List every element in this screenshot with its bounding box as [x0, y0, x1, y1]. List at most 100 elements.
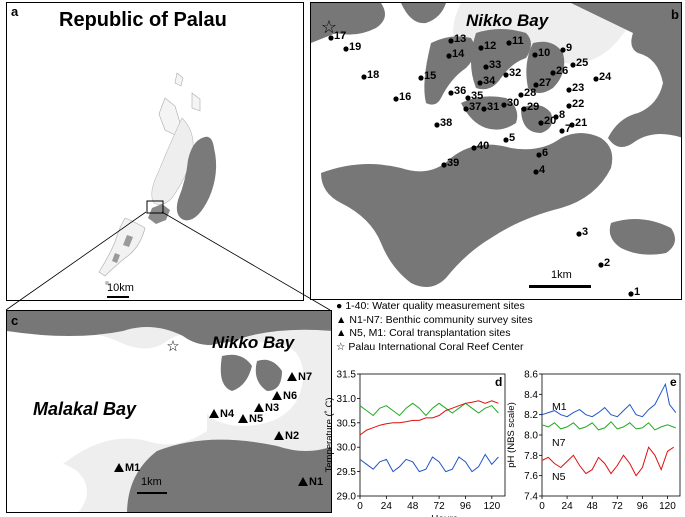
site-dot-34 — [477, 80, 483, 86]
site-label-14: 14 — [452, 48, 465, 60]
site-label-22: 22 — [572, 98, 585, 110]
site-label-30: 30 — [507, 97, 520, 109]
site-label-29: 29 — [527, 101, 540, 113]
site-label-N2: N2 — [285, 430, 300, 442]
site-triangle-N7 — [287, 372, 297, 381]
picrc-star-icon: ☆ — [321, 17, 337, 37]
land-ne — [571, 3, 681, 147]
land-se — [609, 219, 675, 255]
panel-label-d: d — [495, 375, 502, 389]
site-dot-6 — [536, 152, 542, 158]
site-dot-13 — [448, 38, 454, 44]
series-label-N7: N7 — [552, 437, 566, 449]
site-label-28: 28 — [524, 87, 537, 99]
site-label-N4: N4 — [220, 408, 235, 420]
site-dot-28 — [518, 92, 524, 98]
inset-box — [146, 200, 164, 214]
island-1 — [424, 36, 475, 105]
xtick-label-d: 0 — [357, 501, 363, 512]
xtick-label-e: 48 — [587, 501, 599, 512]
ph-chart: 7.4 7.6 7.8 8.0 8.2 8.4 8.6 0 24 48 72 96 120 e pH (NB… — [506, 370, 681, 512]
xtick-label-e: 120 — [659, 501, 676, 512]
site-label-N5: N5 — [249, 413, 264, 425]
xtick-label-d: 72 — [434, 501, 446, 512]
xtick-label-d: 120 — [483, 501, 500, 512]
site-triangle-N1 — [298, 477, 308, 486]
site-label-12: 12 — [484, 40, 497, 52]
site-label-18: 18 — [367, 69, 380, 81]
site-label-31: 31 — [487, 101, 500, 113]
site-dot-38 — [434, 122, 440, 128]
country-title: Republic of Palau — [59, 9, 227, 31]
site-dot-3 — [576, 231, 582, 237]
site-triangle-N2 — [274, 431, 284, 440]
site-dot-14 — [446, 53, 452, 59]
site-dot-7 — [559, 128, 565, 134]
nikko-bay-label-c: Nikko Bay — [212, 333, 295, 352]
site-label-10: 10 — [538, 47, 551, 59]
site-dot-36 — [448, 90, 454, 96]
site-dot-23 — [566, 87, 572, 93]
ytick-label-d: 29.5 — [337, 467, 357, 478]
site-dot-15 — [418, 75, 424, 81]
ytick-label-e: 7.8 — [524, 451, 538, 462]
site-label-11: 11 — [512, 35, 524, 47]
site-label-36: 36 — [454, 85, 467, 97]
site-dot-8 — [553, 114, 559, 120]
malakal-water — [7, 327, 207, 475]
island-2 — [471, 29, 531, 90]
site-dot-37 — [463, 106, 469, 112]
site-triangle-M1 — [114, 463, 124, 472]
site-label-25: 25 — [576, 57, 589, 69]
site-label-13: 13 — [454, 33, 467, 45]
site-dot-22 — [566, 103, 572, 109]
site-dot-39 — [441, 162, 447, 168]
series-label-N5: N5 — [552, 471, 566, 483]
land-south-c — [127, 439, 331, 512]
site-label-5: 5 — [509, 132, 516, 144]
site-triangle-N6 — [272, 391, 282, 400]
site-label-34: 34 — [483, 75, 496, 87]
rock-islands — [112, 235, 133, 263]
malakal-nikko-map: ☆ — [7, 311, 331, 512]
site-dot-33 — [483, 64, 489, 70]
panel-b-nikko-bay-sites: ☆ b Nikko Bay 1km 1 2 3 4 5 6 7 8 9 10 11 12 13 14 15 1… — [310, 2, 682, 300]
malakal-bay-label: Malakal Bay — [33, 399, 137, 419]
site-label-1: 1 — [634, 286, 641, 298]
site-dot-27 — [533, 82, 539, 88]
palau-map — [98, 72, 217, 298]
panel-label-a: a — [11, 4, 19, 19]
xtick-label-e: 0 — [539, 501, 545, 512]
site-dot-2 — [598, 262, 604, 268]
site-dot-21 — [569, 122, 575, 128]
xtick-label-d: 96 — [460, 501, 472, 512]
ytick-label-e: 7.6 — [524, 471, 538, 482]
site-label-2: 2 — [604, 257, 611, 269]
site-label-N7: N7 — [298, 371, 313, 383]
site-dot-32 — [503, 72, 509, 78]
legend-item-water-quality: ● 1-40: Water quality measurement sites — [336, 300, 525, 312]
site-dot-1 — [628, 291, 634, 297]
peleliu-island — [105, 281, 109, 285]
picrc-star-icon-c: ☆ — [166, 338, 179, 355]
map-legend: ● 1-40: Water quality measurement sites ▲… — [336, 300, 533, 354]
site-label-16: 16 — [399, 91, 412, 103]
scale-bar-b — [529, 285, 591, 288]
site-label-24: 24 — [599, 71, 612, 83]
site-dot-4 — [533, 169, 539, 175]
land-nw — [311, 3, 385, 43]
site-dot-24 — [593, 76, 599, 82]
site-dot-12 — [478, 45, 484, 51]
site-dot-17 — [328, 35, 334, 41]
koror-islands — [148, 204, 170, 224]
scale-label-b: 1km — [551, 269, 572, 281]
xtick-label-e: 72 — [612, 501, 624, 512]
panel-label-c: c — [11, 313, 19, 328]
site-dot-25 — [570, 62, 576, 68]
panel-c-transplant-sites: ☆ c Nikko Bay Malakal Bay 1km M1 N1 N2 N3 N4… — [6, 310, 332, 513]
legend-item-picrc: ☆ Palau International Coral Reef Center — [336, 340, 524, 353]
site-dot-26 — [550, 70, 556, 76]
site-dot-20 — [538, 120, 544, 126]
legend-item-benthic: ▲ N1-N7: Benthic community survey sites — [336, 313, 533, 326]
